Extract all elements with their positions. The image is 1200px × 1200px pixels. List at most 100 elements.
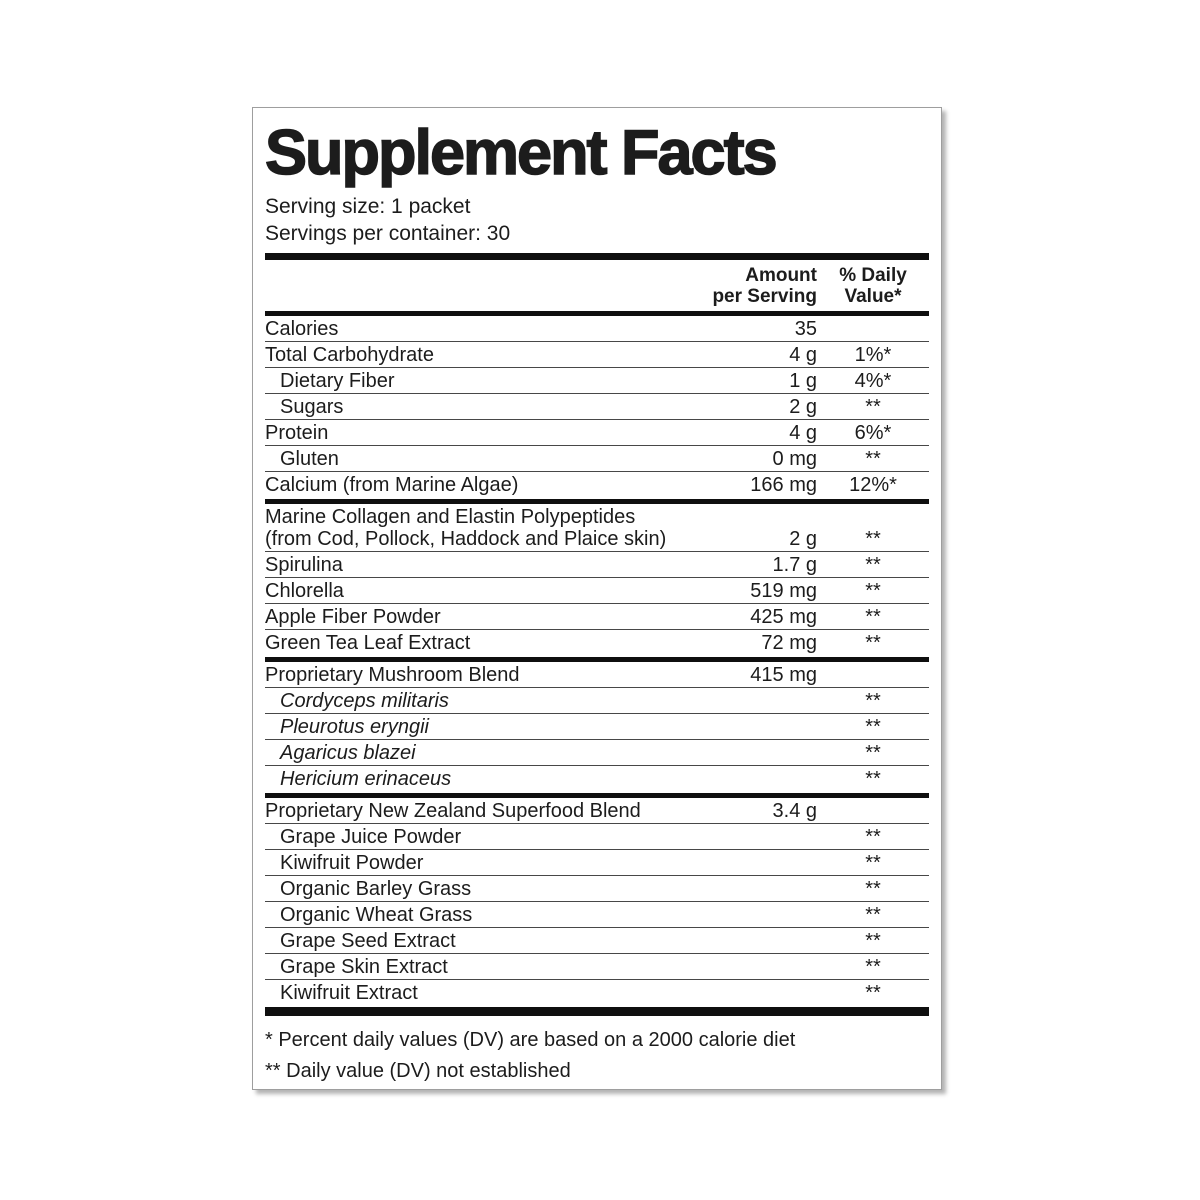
row-daily-value: 1%* <box>854 344 892 366</box>
row-daily-value: ** <box>865 878 881 900</box>
row-name: Chlorella <box>265 580 344 602</box>
row-name: Sugars <box>280 396 344 418</box>
table-row-organic-barley-grass: Organic Barley Grass ** <box>265 876 929 902</box>
row-amount: 1 g <box>789 370 817 392</box>
column-header-dv-line2: Value* <box>844 286 902 307</box>
row-amount: 4 g <box>789 422 817 444</box>
row-daily-value: ** <box>865 580 881 602</box>
table-row-proprietary-nz-superfood-blend: Proprietary New Zealand Superfood Blend … <box>265 798 929 824</box>
row-amount: 72 mg <box>761 632 817 654</box>
row-name: Grape Seed Extract <box>280 930 456 952</box>
row-daily-value: ** <box>865 956 881 978</box>
section-divider <box>265 499 929 504</box>
row-daily-value: ** <box>865 690 881 712</box>
table-row-dietary-fiber: Dietary Fiber 1 g 4%* <box>265 368 929 394</box>
page-title: Supplement Facts <box>264 117 778 189</box>
table-row-cordyceps-militaris: Cordyceps militaris ** <box>265 688 929 714</box>
row-daily-value: 12%* <box>849 474 897 496</box>
column-header-amount-line1: Amount <box>745 265 817 286</box>
row-name-line1: Marine Collagen and Elastin Polypeptides <box>265 506 636 528</box>
column-header-daily-value: % Daily Value* <box>817 265 929 307</box>
row-name: Hericium erinaceus <box>280 768 452 790</box>
row-daily-value: ** <box>865 852 881 874</box>
row-name: Protein <box>265 422 329 444</box>
table-row-gluten: Gluten 0 mg ** <box>265 446 929 472</box>
row-name: Organic Barley Grass <box>280 878 472 900</box>
row-daily-value: ** <box>865 930 881 952</box>
column-header-amount-line2: per Serving <box>712 286 817 307</box>
row-daily-value: ** <box>865 448 881 470</box>
table-row-proprietary-mushroom-blend: Proprietary Mushroom Blend 415 mg <box>265 662 929 688</box>
table-row-protein: Protein 4 g 6%* <box>265 420 929 446</box>
table-row-grape-juice-powder: Grape Juice Powder ** <box>265 824 929 850</box>
row-name: Agaricus blazei <box>280 742 416 764</box>
row-name: Kiwifruit Powder <box>280 852 424 874</box>
table-row-pleurotus-eryngii: Pleurotus eryngii ** <box>265 714 929 740</box>
column-header-amount: Amount per Serving <box>712 265 817 307</box>
row-daily-value: ** <box>865 768 881 790</box>
table-row-grape-skin-extract: Grape Skin Extract ** <box>265 954 929 980</box>
row-amount: 2 g <box>789 396 817 418</box>
row-daily-value: ** <box>865 528 881 550</box>
row-name: Green Tea Leaf Extract <box>265 632 471 654</box>
table-row-grape-seed-extract: Grape Seed Extract ** <box>265 928 929 954</box>
table-row-chlorella: Chlorella 519 mg ** <box>265 578 929 604</box>
table-row-calcium: Calcium (from Marine Algae) 166 mg 12%* <box>265 472 929 497</box>
row-amount: 35 <box>794 318 817 340</box>
supplement-facts-panel: Supplement Facts Serving size: 1 packet … <box>252 107 942 1090</box>
row-amount: 425 mg <box>750 606 817 628</box>
row-daily-value: ** <box>865 982 881 1004</box>
row-name: Total Carbohydrate <box>265 344 434 366</box>
table-row-green-tea-leaf-extract: Green Tea Leaf Extract 72 mg ** <box>265 630 929 655</box>
serving-size: Serving size: 1 packet <box>265 195 471 218</box>
row-name: Gluten <box>280 448 339 470</box>
row-amount: 415 mg <box>750 664 817 686</box>
row-name: Grape Skin Extract <box>280 956 448 978</box>
row-name: Spirulina <box>265 554 343 576</box>
section-divider <box>265 657 929 662</box>
row-name: Dietary Fiber <box>280 370 395 392</box>
row-name: Proprietary Mushroom Blend <box>265 664 520 686</box>
footnote-dv-basis: * Percent daily values (DV) are based on… <box>265 1029 796 1051</box>
row-name: Marine Collagen and Elastin Polypeptides… <box>265 506 712 550</box>
row-daily-value: ** <box>865 396 881 418</box>
row-daily-value: ** <box>865 904 881 926</box>
table-row-kiwifruit-extract: Kiwifruit Extract ** <box>265 980 929 1005</box>
column-header-underline <box>265 311 929 316</box>
column-headers: Amount per Serving % Daily Value* <box>265 260 929 311</box>
row-amount: 166 mg <box>750 474 817 496</box>
row-amount: 0 mg <box>772 448 817 470</box>
row-daily-value: ** <box>865 554 881 576</box>
table-row-kiwifruit-powder: Kiwifruit Powder ** <box>265 850 929 876</box>
row-amount: 2 g <box>789 528 817 550</box>
footnote-dv-not-established: ** Daily value (DV) not established <box>265 1060 571 1082</box>
row-name: Apple Fiber Powder <box>265 606 441 628</box>
row-amount: 519 mg <box>750 580 817 602</box>
section-divider <box>265 793 929 798</box>
row-amount: 1.7 g <box>772 554 817 576</box>
row-daily-value: ** <box>865 632 881 654</box>
nutrient-table: Calories 35 Total Carbohydrate 4 g 1%* D… <box>265 316 929 1016</box>
table-row-apple-fiber-powder: Apple Fiber Powder 425 mg ** <box>265 604 929 630</box>
row-name: Cordyceps militaris <box>280 690 449 712</box>
table-row-hericium-erinaceus: Hericium erinaceus ** <box>265 766 929 791</box>
row-daily-value: ** <box>865 716 881 738</box>
row-daily-value: 4%* <box>854 370 892 392</box>
header-divider <box>265 253 929 260</box>
row-daily-value: ** <box>865 742 881 764</box>
row-name: Calories <box>265 318 339 340</box>
row-name: Grape Juice Powder <box>280 826 462 848</box>
table-row-marine-collagen: Marine Collagen and Elastin Polypeptides… <box>265 504 929 552</box>
table-row-spirulina: Spirulina 1.7 g ** <box>265 552 929 578</box>
row-amount: 4 g <box>789 344 817 366</box>
row-name: Proprietary New Zealand Superfood Blend <box>265 800 641 822</box>
row-daily-value: 6%* <box>854 422 892 444</box>
column-header-dv-line1: % Daily <box>839 265 907 286</box>
row-name: Calcium (from Marine Algae) <box>265 474 519 496</box>
row-daily-value: ** <box>865 826 881 848</box>
servings-per-container: Servings per container: 30 <box>265 222 511 245</box>
footer-divider <box>265 1007 929 1016</box>
row-name: Kiwifruit Extract <box>280 982 418 1004</box>
table-row-organic-wheat-grass: Organic Wheat Grass ** <box>265 902 929 928</box>
row-daily-value: ** <box>865 606 881 628</box>
